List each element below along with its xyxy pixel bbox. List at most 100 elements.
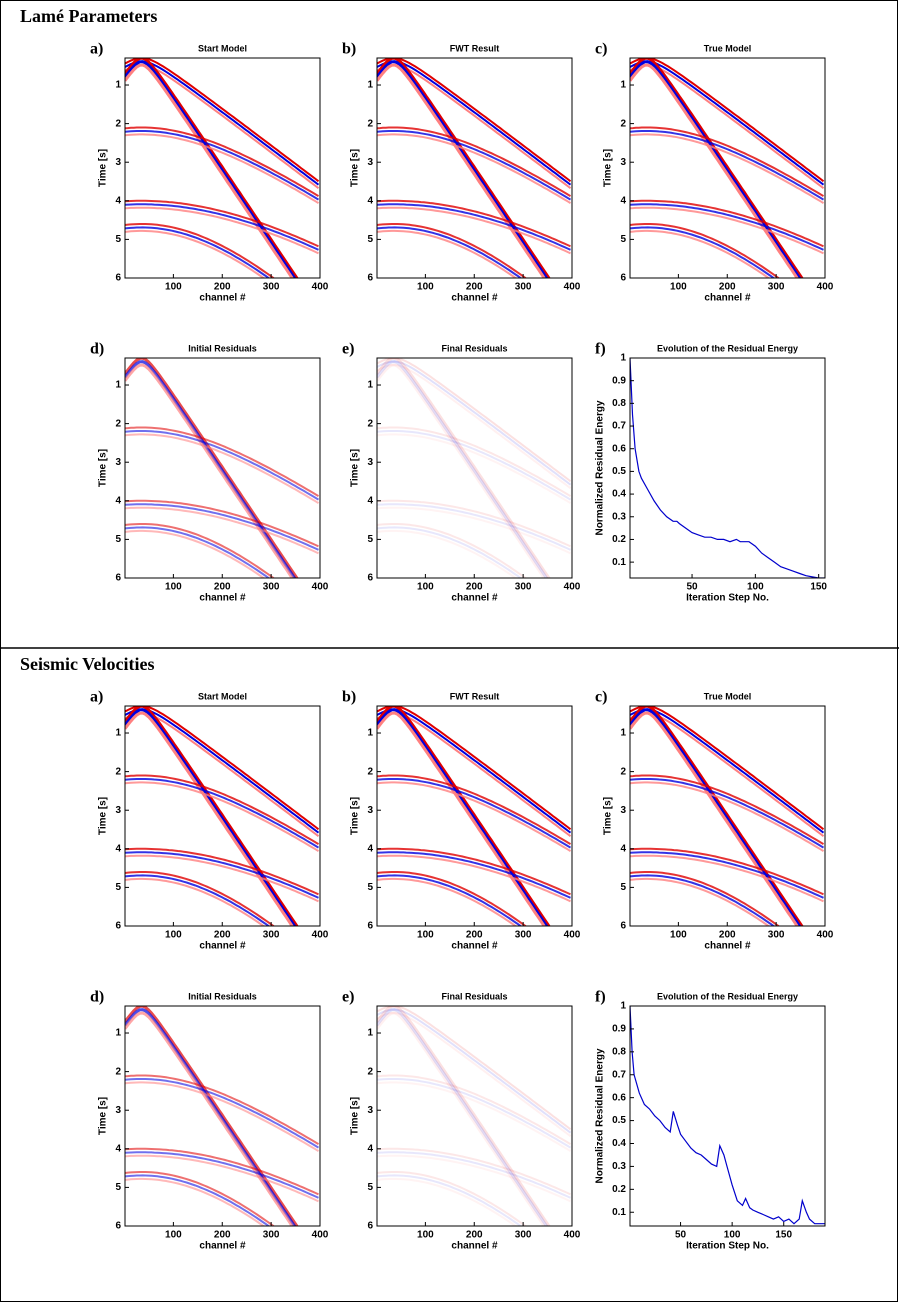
x-tick-label: 100 — [165, 1230, 182, 1241]
x-tick-label: 100 — [417, 282, 434, 293]
seismic-event — [125, 877, 266, 926]
y-tick-label: 2 — [115, 118, 121, 129]
y-tick-label: 0.2 — [612, 534, 626, 545]
y-tick-label: 1 — [620, 353, 626, 364]
y-tick-label: 1 — [115, 80, 121, 91]
seismic-event — [377, 1177, 518, 1226]
y-tick-label: 3 — [367, 157, 373, 168]
seismic-event — [377, 130, 572, 201]
seismic-event — [125, 847, 319, 896]
x-axis-label: channel # — [199, 293, 246, 304]
seismic-event — [377, 1151, 571, 1199]
y-tick-label: 6 — [367, 1221, 373, 1232]
y-axis-label: Time [s] — [603, 797, 614, 835]
seismic-event — [630, 877, 771, 926]
seismic-event — [377, 778, 572, 849]
seismic-event — [125, 58, 299, 278]
y-tick-label: 1 — [620, 80, 626, 91]
seismic-event — [377, 126, 572, 197]
x-tick-label: 400 — [817, 930, 834, 941]
panel-label: d) — [90, 341, 104, 358]
y-tick-label: 3 — [620, 805, 626, 816]
seismic-event — [125, 871, 276, 926]
panel-title: Final Residuals — [441, 991, 507, 1001]
y-tick-label: 6 — [115, 921, 121, 932]
y-tick-label: 0.3 — [612, 1161, 626, 1172]
x-tick-label: 300 — [515, 282, 532, 293]
seismic-event — [377, 1006, 551, 1226]
seismic-event — [377, 1008, 572, 1134]
seismic-event — [377, 1147, 571, 1196]
seismic-event — [125, 1151, 319, 1199]
plot-area — [630, 1006, 825, 1225]
seismic-event — [377, 1078, 572, 1149]
x-tick-label: 200 — [214, 930, 231, 941]
y-tick-label: 5 — [367, 1182, 373, 1193]
x-tick-label: 400 — [817, 282, 834, 293]
seismic-event — [630, 199, 824, 248]
seismic-event — [125, 874, 271, 926]
y-tick-label: 0.9 — [612, 375, 626, 386]
y-axis-label: Time [s] — [350, 1097, 361, 1135]
y-axis-label: Time [s] — [98, 449, 109, 487]
seismic-event — [377, 711, 546, 926]
y-tick-label: 0.3 — [612, 511, 626, 522]
x-tick-label: 50 — [675, 1230, 687, 1241]
y-tick-label: 6 — [115, 573, 121, 584]
y-tick-label: 6 — [367, 273, 373, 284]
panel-title: True Model — [704, 691, 752, 701]
seismic-event — [125, 130, 320, 201]
seismic-event — [377, 523, 528, 578]
seismic-event — [125, 854, 319, 903]
seismic-event — [125, 523, 276, 578]
y-tick-label: 0.4 — [612, 489, 626, 500]
panel-label: e) — [342, 989, 354, 1006]
seismic-event — [377, 1008, 549, 1226]
y-tick-label: 0.6 — [612, 443, 626, 454]
y-tick-label: 5 — [115, 1182, 121, 1193]
y-axis-label: Normalized Residual Energy — [595, 1048, 606, 1183]
x-tick-label: 100 — [417, 930, 434, 941]
x-axis-label: channel # — [199, 941, 246, 952]
y-tick-label: 5 — [367, 234, 373, 245]
y-tick-label: 0.9 — [612, 1024, 626, 1035]
x-axis-label: channel # — [451, 293, 498, 304]
y-tick-label: 5 — [620, 882, 626, 893]
seismic-event — [377, 199, 571, 248]
seismic-event — [125, 1174, 271, 1226]
x-tick-label: 300 — [515, 1230, 532, 1241]
seismic-event — [630, 711, 799, 926]
y-axis-label: Time [s] — [98, 1097, 109, 1135]
x-tick-label: 300 — [263, 582, 280, 593]
seismic-event — [125, 1011, 294, 1226]
seismic-event — [125, 223, 276, 278]
seismic-event — [377, 1171, 528, 1226]
y-tick-label: 1 — [115, 380, 121, 391]
seismic-event — [125, 529, 266, 578]
seismic-event — [377, 526, 523, 578]
seismic-event — [377, 430, 572, 501]
seismic-event — [125, 851, 319, 899]
x-tick-label: 200 — [214, 1230, 231, 1241]
panel: c) True Model 100 200 300 400 1 2 3 4 5 6 channel # T… — [595, 41, 834, 304]
seismic-event — [377, 1081, 572, 1152]
y-tick-label: 4 — [367, 843, 373, 854]
seismic-event — [630, 60, 825, 186]
panel: f) Evolution of the Residual Energy 50 100 1… — [595, 341, 828, 604]
panel-label: f) — [595, 989, 606, 1006]
x-tick-label: 200 — [214, 282, 231, 293]
seismic-event — [377, 60, 549, 278]
section-title: Seismic Velocities — [20, 654, 154, 674]
seismic-event — [377, 58, 572, 183]
seismic-event — [377, 706, 572, 831]
plot-area — [125, 706, 320, 926]
seismic-event — [630, 706, 804, 926]
plot-area — [377, 706, 572, 926]
seismic-event — [377, 358, 551, 578]
y-tick-label: 1 — [620, 1001, 626, 1012]
seismic-event — [377, 1011, 546, 1226]
seismic-event — [125, 63, 294, 278]
panel-label: a) — [90, 689, 103, 706]
seismic-event — [377, 708, 572, 834]
y-tick-label: 5 — [367, 534, 373, 545]
